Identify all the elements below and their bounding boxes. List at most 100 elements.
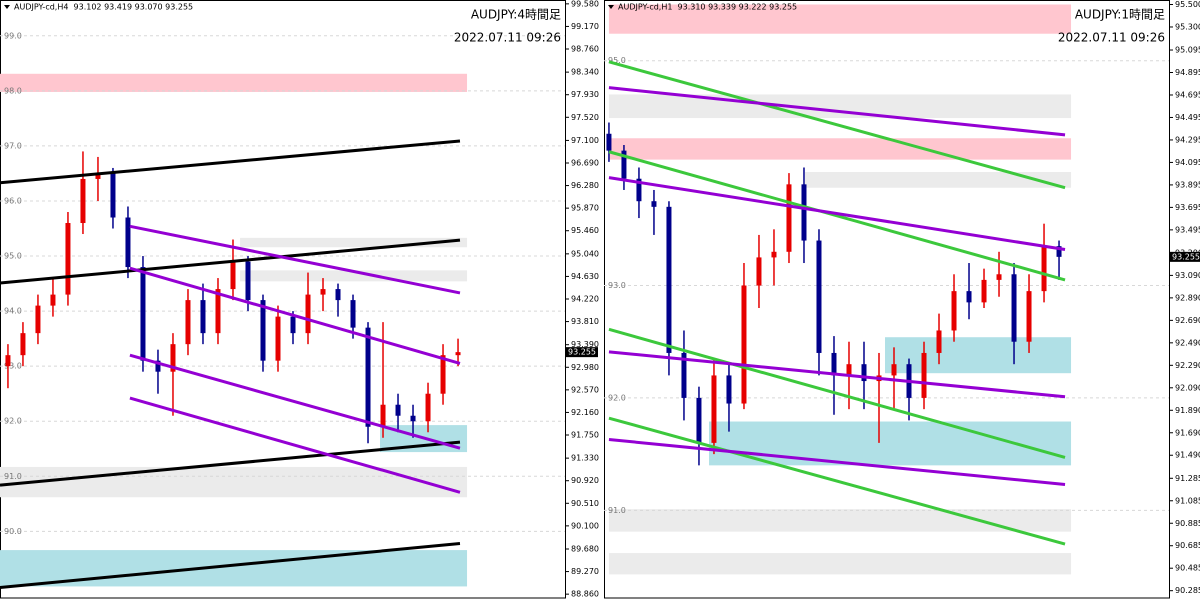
y-tick-label: 90.100 [571, 521, 599, 530]
y-tick-label: 92.160 [571, 408, 599, 417]
y-tick-label: 94.220 [571, 295, 599, 304]
candle-body [5, 355, 11, 367]
candle-body [696, 397, 702, 443]
trend-line [608, 438, 1066, 486]
zone [240, 237, 468, 248]
trend-line [608, 176, 1066, 252]
level-label: 91.0 [608, 506, 626, 515]
trend-line [129, 224, 461, 295]
candle-body [110, 173, 116, 218]
zone [240, 270, 468, 282]
current-price-label: 93.255 [1172, 252, 1200, 261]
y-tick-label: 90.885 [1175, 519, 1200, 528]
trend-line [608, 150, 1066, 282]
candle-body [966, 291, 972, 303]
zone [608, 509, 1072, 532]
y-tick-label: 94.495 [1175, 113, 1200, 122]
level-label: 91.0 [4, 472, 22, 481]
y-tick-label: 94.295 [1175, 135, 1200, 144]
candle-body [185, 300, 191, 345]
y-tick-label: 90.510 [571, 499, 599, 508]
candle-body [1056, 246, 1062, 257]
candle-body [996, 274, 1002, 280]
y-tick-label: 95.095 [1175, 46, 1200, 55]
candle-body [786, 184, 792, 252]
trend-line [0, 541, 461, 590]
candle-body [951, 291, 957, 331]
y-tick-label: 96.280 [571, 181, 599, 190]
zone [608, 138, 1072, 160]
level-label: 96.0 [4, 196, 22, 205]
candle-body [921, 352, 927, 398]
y-tick-label: 91.330 [571, 454, 599, 463]
candle-body [275, 316, 281, 361]
y-tick-label: 91.890 [1175, 406, 1200, 415]
candle-body [741, 285, 747, 404]
candle-body [651, 201, 657, 207]
candle-body [636, 178, 642, 202]
trend-line [129, 353, 461, 450]
candle-body [861, 364, 867, 382]
candle-body [621, 150, 627, 179]
y-tick-label: 95.500 [1175, 0, 1200, 9]
candle-body [20, 333, 26, 356]
chart-title: AUDJPY:1時間足 [1075, 8, 1165, 22]
candle-body [380, 404, 386, 427]
y-tick-label: 95.870 [571, 204, 599, 213]
y-tick-label: 97.930 [571, 90, 599, 99]
level-label: 97.0 [4, 141, 22, 150]
candle-body [681, 352, 687, 398]
candle-body [816, 240, 822, 353]
candle-body [245, 261, 251, 301]
candle-body [230, 261, 236, 290]
candle-body [425, 393, 431, 422]
y-tick-label: 89.270 [571, 567, 599, 576]
level-label: 90.0 [4, 527, 22, 536]
plot-frame [604, 0, 1170, 599]
menu-arrow [4, 5, 10, 9]
symbol-info: AUDJPY-cd,H4 93.102 93.419 93.070 93.255 [14, 3, 193, 12]
zone [0, 73, 468, 92]
candle-body [440, 355, 446, 394]
candle-body [95, 173, 101, 179]
y-tick-label: 92.290 [1175, 361, 1200, 370]
y-tick-label: 92.980 [571, 363, 599, 372]
trend-line [608, 327, 1066, 459]
y-tick-label: 90.920 [571, 476, 599, 485]
level-label: 99.0 [4, 31, 22, 40]
y-tick-label: 89.680 [571, 544, 599, 553]
zone [608, 553, 1072, 575]
trend-line [608, 416, 1066, 546]
candle-body [125, 217, 131, 268]
candle-body [1026, 291, 1032, 342]
y-tick-label: 90.485 [1175, 564, 1200, 573]
chart-title: AUDJPY:4時間足 [471, 8, 561, 22]
y-tick-label: 95.460 [571, 226, 599, 235]
candle-body [215, 289, 221, 334]
chart-subtitle: 2022.07.11 09:26 [454, 31, 561, 45]
y-tick-label: 97.100 [571, 136, 599, 145]
current-price-box [566, 347, 598, 358]
y-tick-label: 95.040 [571, 249, 599, 258]
level-label: 95.0 [608, 56, 626, 65]
level-label: 94.0 [4, 307, 22, 316]
candle-body [771, 251, 777, 258]
candle-body [801, 184, 807, 241]
candle-body [305, 294, 311, 334]
y-tick-label: 93.810 [571, 317, 599, 326]
y-tick-label: 92.890 [1175, 293, 1200, 302]
symbol-info: AUDJPY-cd,H1 93.310 93.339 93.222 93.255 [618, 3, 797, 12]
current-price-label: 93.255 [568, 348, 596, 357]
trend-line [608, 60, 1066, 190]
y-tick-label: 91.085 [1175, 496, 1200, 505]
candle-body [80, 178, 86, 224]
candle-body [711, 375, 717, 443]
y-tick-label: 96.690 [571, 158, 599, 167]
zone [805, 171, 1072, 188]
y-tick-label: 93.495 [1175, 225, 1200, 234]
y-tick-label: 90.685 [1175, 541, 1200, 550]
y-tick-label: 90.285 [1175, 586, 1200, 595]
y-tick-label: 93.090 [1175, 271, 1200, 280]
chart-subtitle: 2022.07.11 09:26 [1058, 31, 1165, 45]
